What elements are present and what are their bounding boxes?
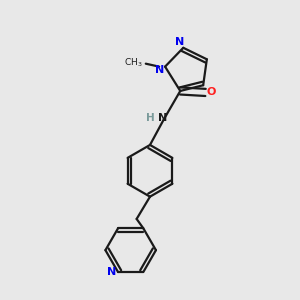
Text: N: N <box>175 38 184 47</box>
Text: N: N <box>158 113 167 123</box>
Text: O: O <box>206 87 216 98</box>
Text: N: N <box>107 267 116 277</box>
Text: H: H <box>146 113 155 123</box>
Text: N: N <box>155 64 164 75</box>
Text: CH$_3$: CH$_3$ <box>124 56 142 69</box>
